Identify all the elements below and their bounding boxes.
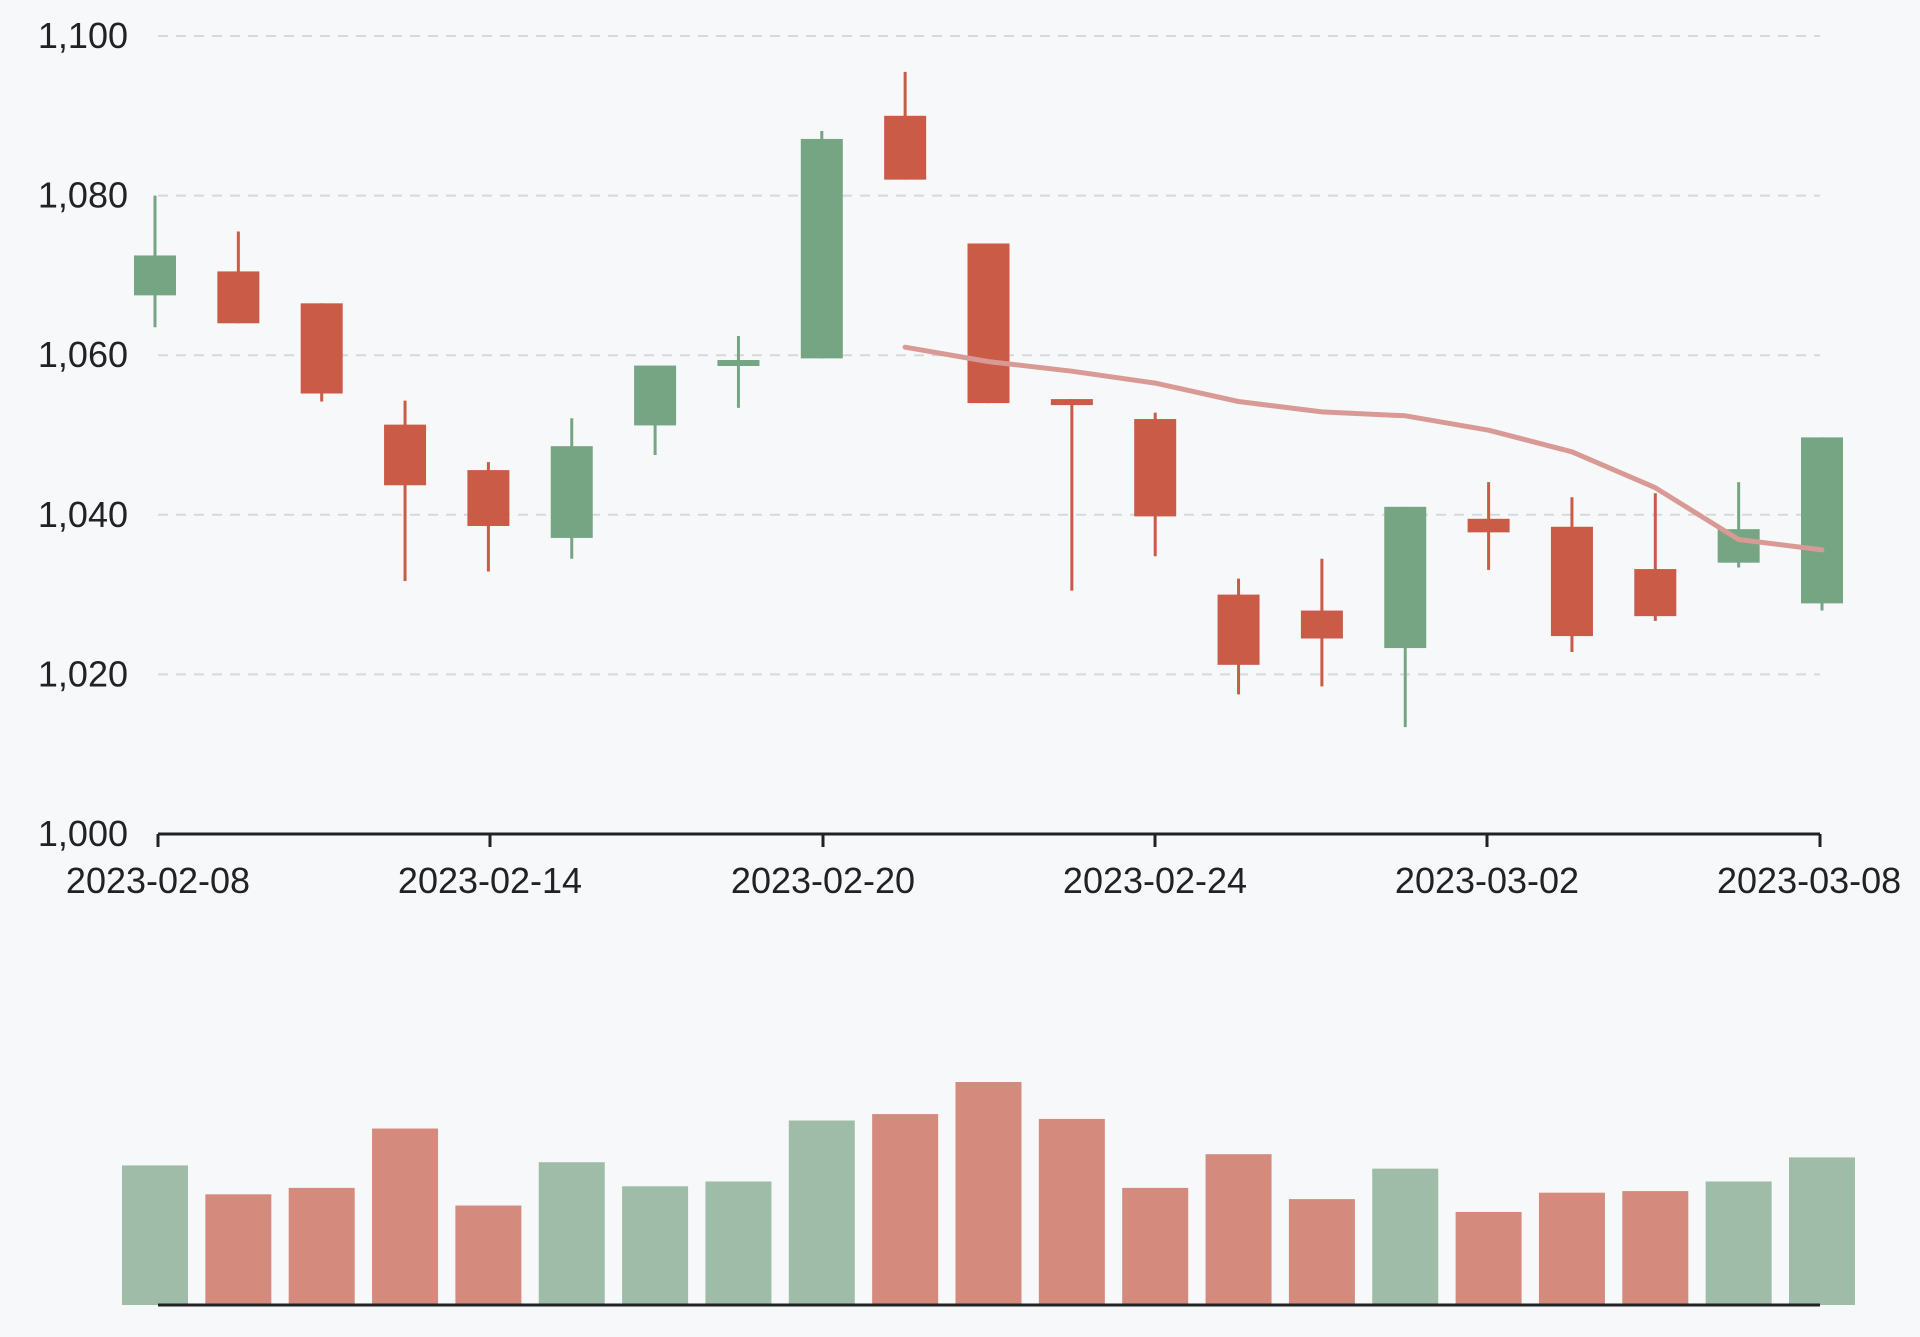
candlestick	[1717, 482, 1760, 568]
candlestick	[550, 418, 593, 559]
candlestick-body	[1550, 526, 1593, 637]
candlestick	[1050, 399, 1093, 591]
volume-bar	[538, 1162, 605, 1305]
volume-bar	[1705, 1181, 1772, 1305]
x-tick-label: 2023-02-24	[1063, 860, 1247, 901]
volume-bar	[1038, 1118, 1105, 1305]
volume-bar	[872, 1114, 939, 1305]
volume-bar	[1622, 1191, 1689, 1305]
y-tick-label: 1,060	[38, 334, 128, 375]
moving-average-line	[902, 344, 1825, 553]
candlestick-body	[800, 138, 843, 359]
candlestick	[1634, 493, 1677, 621]
candlestick-body	[1384, 506, 1427, 649]
candlestick	[884, 71, 927, 180]
volume-bar	[205, 1194, 272, 1305]
volume-bar	[788, 1120, 855, 1305]
candlestick-body	[467, 470, 510, 526]
candlestick-body	[717, 359, 760, 366]
candlestick	[1134, 412, 1177, 557]
candlestick	[217, 231, 260, 324]
y-tick-label: 1,100	[38, 15, 128, 56]
volume-series	[122, 1082, 1855, 1305]
volume-bar	[122, 1165, 188, 1305]
candlestick	[800, 130, 843, 359]
candlestick-series	[134, 71, 1843, 728]
candlestick-body	[1634, 569, 1677, 617]
candlestick	[1801, 437, 1843, 611]
candlestick-body	[1217, 594, 1260, 665]
volume-bar	[1205, 1154, 1272, 1305]
candlestick-body	[217, 271, 260, 324]
y-tick-label: 1,080	[38, 175, 128, 216]
candlestick-body	[1467, 518, 1510, 533]
candlestick	[1384, 506, 1427, 728]
volume-bar	[372, 1128, 439, 1305]
candlestick	[1300, 558, 1343, 687]
candlestick	[634, 365, 677, 455]
candlestick-body	[1300, 610, 1343, 639]
volume-bar	[455, 1205, 522, 1305]
candlestick-body	[134, 255, 176, 296]
candlestick-body	[1050, 399, 1093, 406]
volume-bar	[1122, 1187, 1189, 1305]
candlestick-body	[634, 365, 677, 426]
candlestick	[300, 303, 343, 402]
candlestick-body	[967, 243, 1010, 404]
candlestick-body	[1717, 529, 1760, 563]
volume-bar	[1455, 1211, 1522, 1305]
candlestick	[1550, 497, 1593, 653]
x-tick-label: 2023-02-08	[66, 860, 250, 901]
candlestick	[384, 400, 427, 582]
volume-bar	[705, 1181, 772, 1305]
x-tick-label: 2023-03-02	[1395, 860, 1579, 901]
volume-bar	[1789, 1157, 1855, 1305]
volume-bar	[1538, 1192, 1605, 1305]
volume-bar	[288, 1187, 355, 1305]
volume-bar	[1288, 1199, 1355, 1305]
candlestick	[967, 243, 1010, 404]
x-tick-label: 2023-02-20	[731, 860, 915, 901]
volume-bar	[1372, 1168, 1439, 1305]
candlestick-body	[884, 115, 927, 180]
candlestick-body	[1134, 419, 1177, 517]
candlestick-body	[300, 303, 343, 394]
candlestick-body	[384, 424, 427, 486]
candlestick	[1467, 482, 1510, 570]
volume-bar	[955, 1082, 1022, 1305]
x-tick-label: 2023-03-08	[1717, 860, 1901, 901]
candlestick	[717, 336, 760, 408]
candlestick-body	[1801, 437, 1843, 604]
candlestick	[134, 195, 176, 328]
y-axis-labels: 1,000 1,020 1,040 1,060 1,080 1,100	[38, 15, 128, 854]
volume-bar	[622, 1186, 689, 1305]
candlestick-body	[550, 446, 593, 538]
y-tick-label: 1,020	[38, 653, 128, 694]
x-tick-label: 2023-02-14	[398, 860, 582, 901]
x-axis: 2023-02-08 2023-02-14 2023-02-20 2023-02-24…	[66, 832, 1901, 901]
candlestick	[467, 462, 510, 572]
y-tick-label: 1,040	[38, 494, 128, 535]
y-tick-label: 1,000	[38, 813, 128, 854]
candlestick	[1217, 578, 1260, 695]
